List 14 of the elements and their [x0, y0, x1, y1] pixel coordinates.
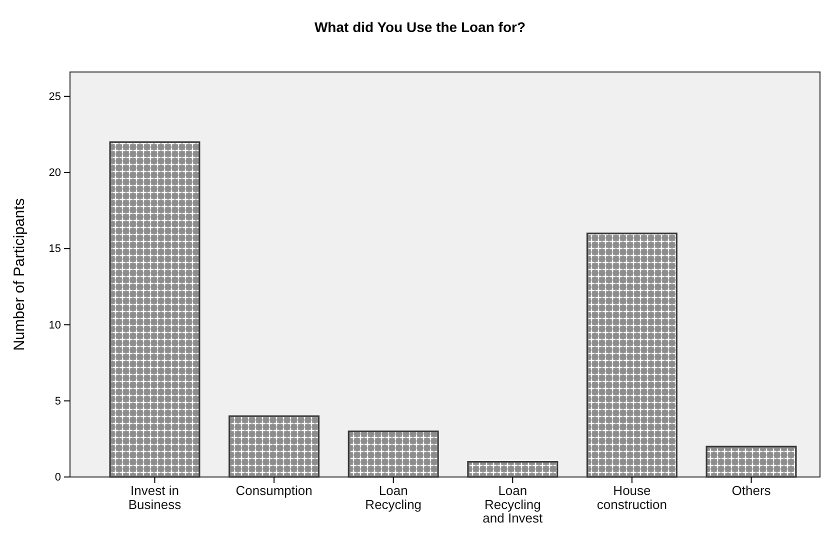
y-tick-label: 5	[54, 395, 61, 408]
chart-title: What did You Use the Loan for?	[314, 19, 526, 35]
x-tick-label: Loan Recycling	[365, 483, 422, 512]
x-tick-label: Loan Recycling and Invest	[482, 483, 544, 526]
y-tick-label: 25	[48, 90, 61, 103]
y-tick-label: 20	[48, 167, 61, 180]
x-tick-label: Consumption	[236, 483, 312, 498]
y-tick-label: 0	[54, 472, 61, 484]
y-tick-label: 15	[48, 243, 61, 256]
x-tick-label: Others	[732, 483, 772, 498]
y-axis-title: Number of Participants	[11, 198, 28, 351]
x-tick-label: Invest in Business	[128, 483, 182, 512]
y-tick-label: 10	[48, 319, 61, 332]
x-tick-label: House construction	[596, 483, 668, 512]
